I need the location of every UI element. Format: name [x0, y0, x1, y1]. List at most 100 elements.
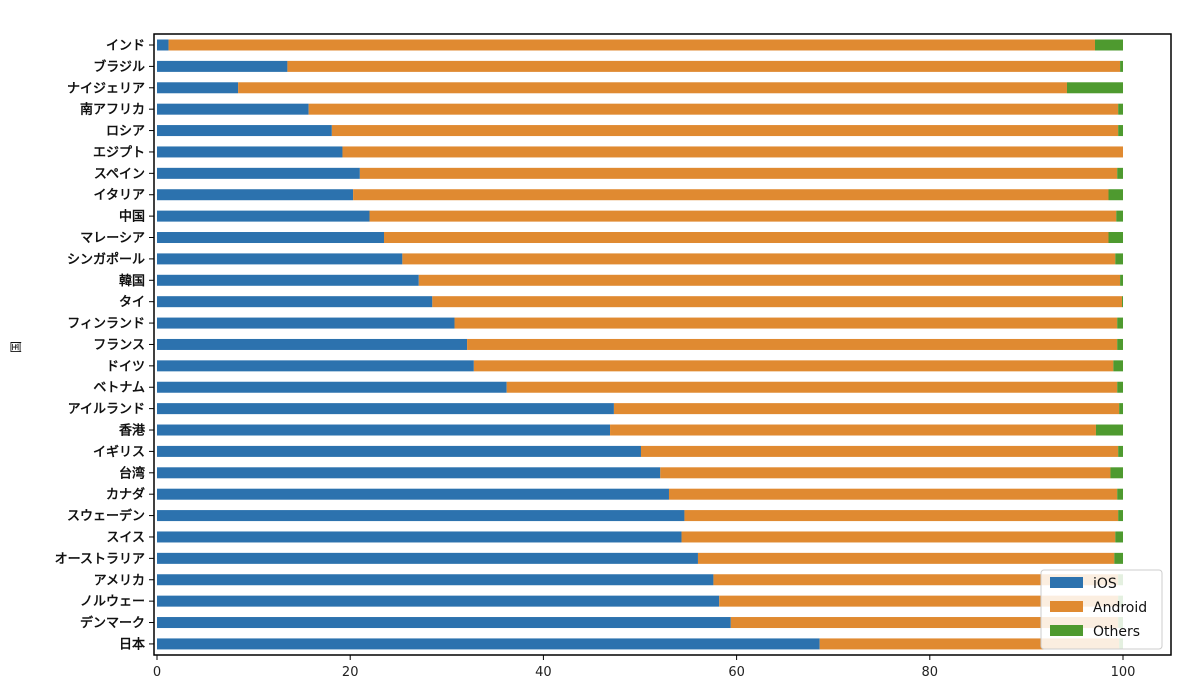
bar-others-1	[1120, 60, 1123, 72]
bar-ios-11	[157, 274, 419, 286]
y-tick-label: 日本	[119, 636, 145, 652]
y-tick-label: フィンランド	[67, 317, 145, 332]
y-tick-label: 台湾	[119, 465, 145, 481]
bar-ios-4	[157, 125, 332, 137]
bar-layer	[157, 39, 1124, 650]
legend-label-android: Android	[1093, 600, 1147, 616]
y-tick-label: 韓国	[119, 273, 145, 289]
bar-ios-7	[157, 189, 354, 201]
y-tick-label: 南アフリカ	[80, 102, 145, 118]
bar-android-5	[342, 146, 1124, 158]
bar-ios-12	[157, 296, 433, 308]
bar-others-11	[1120, 274, 1123, 286]
bar-android-15	[473, 360, 1114, 372]
bar-ios-5	[157, 146, 343, 158]
bar-ios-13	[157, 317, 455, 329]
y-tick-label: スイス	[106, 530, 145, 545]
y-tick-label: ベトナム	[93, 381, 145, 396]
bar-others-8	[1116, 210, 1123, 222]
bar-others-0	[1094, 39, 1123, 51]
bar-ios-19	[157, 445, 641, 457]
bar-others-23	[1115, 531, 1123, 543]
bar-others-3	[1118, 103, 1123, 115]
bar-android-21	[668, 488, 1118, 500]
bar-others-18	[1095, 424, 1123, 436]
y-axis-title: 国	[9, 341, 23, 353]
bar-android-22	[684, 510, 1119, 522]
bar-others-13	[1117, 317, 1123, 329]
bar-android-23	[681, 531, 1116, 543]
bar-ios-14	[157, 338, 468, 350]
y-tick-label: ロシア	[106, 124, 145, 139]
bar-android-3	[308, 103, 1119, 115]
legend-label-others: Others	[1093, 624, 1140, 640]
y-tick-label: オーストラリア	[55, 552, 145, 567]
y-tick-label: インド	[106, 39, 145, 54]
y-tick-label: マレーシア	[80, 231, 145, 246]
bar-others-14	[1117, 338, 1123, 350]
bar-ios-17	[157, 403, 614, 415]
x-tick-label: 100	[1111, 665, 1136, 680]
y-tick-label: デンマーク	[80, 615, 145, 631]
bar-ios-27	[157, 617, 731, 629]
bar-android-0	[168, 39, 1095, 51]
y-tick-label: エジプト	[93, 145, 145, 160]
y-tick-label: ノルウェー	[80, 595, 145, 610]
legend-swatch-android	[1050, 601, 1083, 612]
y-tick-label: ブラジル	[93, 59, 145, 75]
bar-others-21	[1117, 488, 1123, 500]
bar-others-6	[1117, 167, 1123, 179]
bar-ios-15	[157, 360, 474, 372]
bar-android-2	[238, 82, 1067, 94]
bar-others-19	[1118, 445, 1123, 457]
bar-android-12	[432, 296, 1123, 308]
bar-ios-1	[157, 60, 288, 72]
bar-others-9	[1108, 232, 1123, 244]
y-tick-label: スペイン	[94, 167, 145, 182]
y-axis: インドブラジルナイジェリア南アフリカロシアエジプトスペインイタリア中国マレーシア…	[55, 39, 154, 652]
bar-ios-28	[157, 638, 820, 650]
y-tick-label: スウェーデン	[67, 508, 145, 524]
bar-android-16	[506, 381, 1118, 393]
bar-ios-3	[157, 103, 309, 115]
legend-swatch-others	[1050, 625, 1083, 636]
bar-ios-10	[157, 253, 403, 265]
bar-ios-18	[157, 424, 611, 436]
bar-others-7	[1108, 189, 1123, 201]
bar-others-22	[1118, 510, 1123, 522]
bar-android-17	[613, 403, 1120, 415]
bar-ios-21	[157, 488, 669, 500]
bar-ios-8	[157, 210, 370, 222]
y-tick-label: タイ	[119, 295, 145, 310]
y-tick-label: カナダ	[106, 487, 145, 503]
bar-others-16	[1117, 381, 1123, 393]
y-tick-label: アイルランド	[68, 402, 145, 417]
bar-android-20	[660, 467, 1111, 479]
bar-android-10	[402, 253, 1116, 265]
bar-android-9	[384, 232, 1109, 244]
y-tick-label: フランス	[93, 338, 145, 353]
x-tick-label: 60	[728, 665, 745, 680]
y-tick-label: イタリア	[94, 188, 145, 203]
bar-android-28	[819, 638, 1120, 650]
legend-swatch-ios	[1050, 577, 1083, 588]
bar-ios-16	[157, 381, 507, 393]
bar-others-10	[1115, 253, 1123, 265]
bar-android-18	[610, 424, 1096, 436]
bar-android-1	[287, 60, 1121, 72]
y-tick-label: イギリス	[93, 444, 145, 460]
x-tick-label: 80	[922, 665, 939, 680]
bar-ios-24	[157, 552, 698, 564]
bar-android-11	[418, 274, 1121, 286]
bar-android-19	[640, 445, 1119, 457]
bar-android-13	[454, 317, 1118, 329]
bar-android-6	[359, 167, 1118, 179]
bar-android-7	[353, 189, 1109, 201]
y-tick-label: ドイツ	[106, 359, 145, 374]
y-tick-label: シンガポール	[67, 251, 145, 267]
bar-others-20	[1110, 467, 1123, 479]
bar-others-24	[1114, 552, 1123, 564]
legend-label-ios: iOS	[1093, 576, 1117, 592]
bar-ios-22	[157, 510, 685, 522]
